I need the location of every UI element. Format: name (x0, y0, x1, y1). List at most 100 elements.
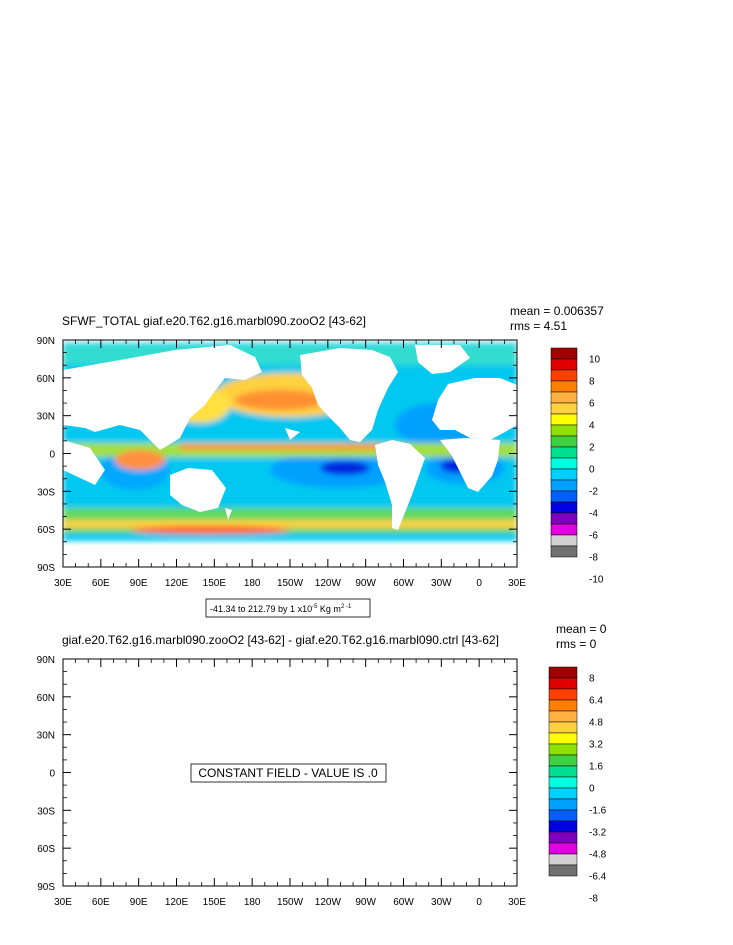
lat-tick-label: 90N (37, 336, 55, 347)
colorbar-box (548, 699, 578, 712)
colorbar-label: 6 (589, 399, 595, 410)
lon-tick-label: 150W (277, 578, 304, 589)
lon-tick-label: 30W (431, 897, 452, 908)
colorbar-box (550, 457, 578, 470)
lon-tick-label: 150E (203, 897, 227, 908)
lon-tick-label: 150W (277, 897, 304, 908)
colorbar-box (548, 787, 578, 800)
colorbar-label: 0 (589, 784, 595, 795)
colorbar-box (548, 864, 578, 877)
colorbar-box (548, 820, 578, 833)
colorbar-box (548, 853, 578, 866)
lon-tick-label: 90E (130, 578, 148, 589)
panel2-lat-labels: 90N 60N 30N 0 30S 60S 90S (37, 655, 56, 893)
colorbar-box (550, 534, 578, 547)
panel1-lon-labels: 30E 60E 90E 120E 150E 180 150W 120W 90W 60W 30W 0 30… (54, 578, 526, 589)
lon-tick-label: 30E (54, 578, 72, 589)
colorbar-label: 4 (589, 421, 595, 432)
colorbar-label: 8 (589, 377, 595, 388)
panel1-field-map (63, 343, 517, 567)
colorbar-label: -6 (589, 531, 598, 542)
colorbar-label: 1.6 (589, 762, 603, 773)
panel1-mean: mean = 0.006357 (510, 304, 604, 318)
colorbar-box (548, 765, 578, 778)
panel2-mean: mean = 0 (556, 622, 607, 636)
colorbar-box (550, 369, 578, 382)
colorbar-box (550, 446, 578, 459)
panel1-colorbar: 10 8 6 4 2 0 -2 -4 -6 -8 -10 (550, 347, 604, 586)
lat-tick-label: 90S (37, 563, 55, 574)
colorbar-box (550, 413, 578, 426)
lon-tick-label: 0 (476, 897, 482, 908)
lon-tick-label: 150E (203, 578, 227, 589)
lon-tick-label: 120W (315, 897, 342, 908)
colorbar-box (548, 688, 578, 701)
panel1-range-box (205, 598, 371, 618)
colorbar-box (550, 501, 578, 514)
panel2-message-box (190, 763, 387, 783)
lon-tick-label: 180 (244, 578, 261, 589)
lat-tick-label: 0 (49, 769, 55, 780)
colorbar-box (550, 435, 578, 448)
colorbar-label: 4.8 (589, 718, 603, 729)
colorbar-label: -8 (589, 553, 598, 564)
panel1-lat-labels: 90N 60N 30N 0 30S 60S 90S (37, 336, 56, 574)
colorbar-label: -4.8 (589, 850, 607, 861)
lon-tick-label: 60W (393, 897, 414, 908)
lon-tick-label: 0 (476, 578, 482, 589)
lat-tick-label: 60N (37, 374, 55, 385)
colorbar-label: 8 (589, 674, 595, 685)
lon-tick-label: 30E (508, 578, 526, 589)
lon-tick-label: 180 (244, 897, 261, 908)
colorbar-label: -4 (589, 509, 598, 520)
colorbar-label: 10 (589, 355, 601, 366)
colorbar-label: 0 (589, 465, 595, 476)
colorbar-box (550, 380, 578, 393)
lat-tick-label: 60N (37, 693, 55, 704)
panel2-lon-labels: 30E 60E 90E 120E 150E 180 150W 120W 90W 60W 30W 0 30… (54, 897, 526, 908)
lon-tick-label: 60E (92, 578, 110, 589)
panel2-message: CONSTANT FIELD - VALUE IS .0 (198, 766, 378, 780)
colorbar-label: 3.2 (589, 740, 603, 751)
colorbar-box (548, 743, 578, 756)
colorbar-box (548, 721, 578, 734)
lon-tick-label: 120E (165, 897, 189, 908)
colorbar-box (548, 798, 578, 811)
panel1-ticks (62, 339, 518, 568)
range-text: -41.34 to 212.79 by 1 x10 (210, 604, 312, 614)
colorbar-box (548, 666, 578, 679)
colorbar-box (548, 677, 578, 690)
colorbar-label: -8 (589, 894, 598, 905)
colorbar-label: -10 (589, 575, 604, 586)
range-units: Kg m (317, 604, 341, 614)
lon-tick-label: 60W (393, 578, 414, 589)
lat-tick-label: 60S (37, 525, 55, 536)
colorbar-box (550, 479, 578, 492)
colorbar-box (548, 776, 578, 789)
panel2-ticks (62, 658, 518, 887)
panel2-colorbar: 8 6.4 4.8 3.2 1.6 0 -1.6 -3.2 -4.8 -6.4 -8 (548, 666, 607, 905)
colorbar-label: -6.4 (589, 872, 607, 883)
colorbar-box (548, 710, 578, 723)
lon-tick-label: 90W (355, 897, 376, 908)
lat-tick-label: 60S (37, 844, 55, 855)
colorbar-box (550, 391, 578, 404)
lat-tick-label: 30S (37, 487, 55, 498)
lat-tick-label: 30N (37, 731, 55, 742)
lon-tick-label: 30E (508, 897, 526, 908)
panel1-title: SFWF_TOTAL giaf.e20.T62.g16.marbl090.zoo… (62, 314, 366, 328)
lon-tick-label: 60E (92, 897, 110, 908)
colorbar-box (550, 347, 578, 360)
colorbar-box (550, 424, 578, 437)
colorbar-label: 6.4 (589, 696, 603, 707)
panel1-rms: rms = 4.51 (510, 319, 567, 333)
lat-tick-label: 90N (37, 655, 55, 666)
lon-tick-label: 30E (54, 897, 72, 908)
lat-tick-label: 30S (37, 806, 55, 817)
lat-tick-label: 0 (49, 450, 55, 461)
lon-tick-label: 90E (130, 897, 148, 908)
colorbar-box (550, 545, 578, 558)
lat-tick-label: 90S (37, 882, 55, 893)
colorbar-box (548, 842, 578, 855)
